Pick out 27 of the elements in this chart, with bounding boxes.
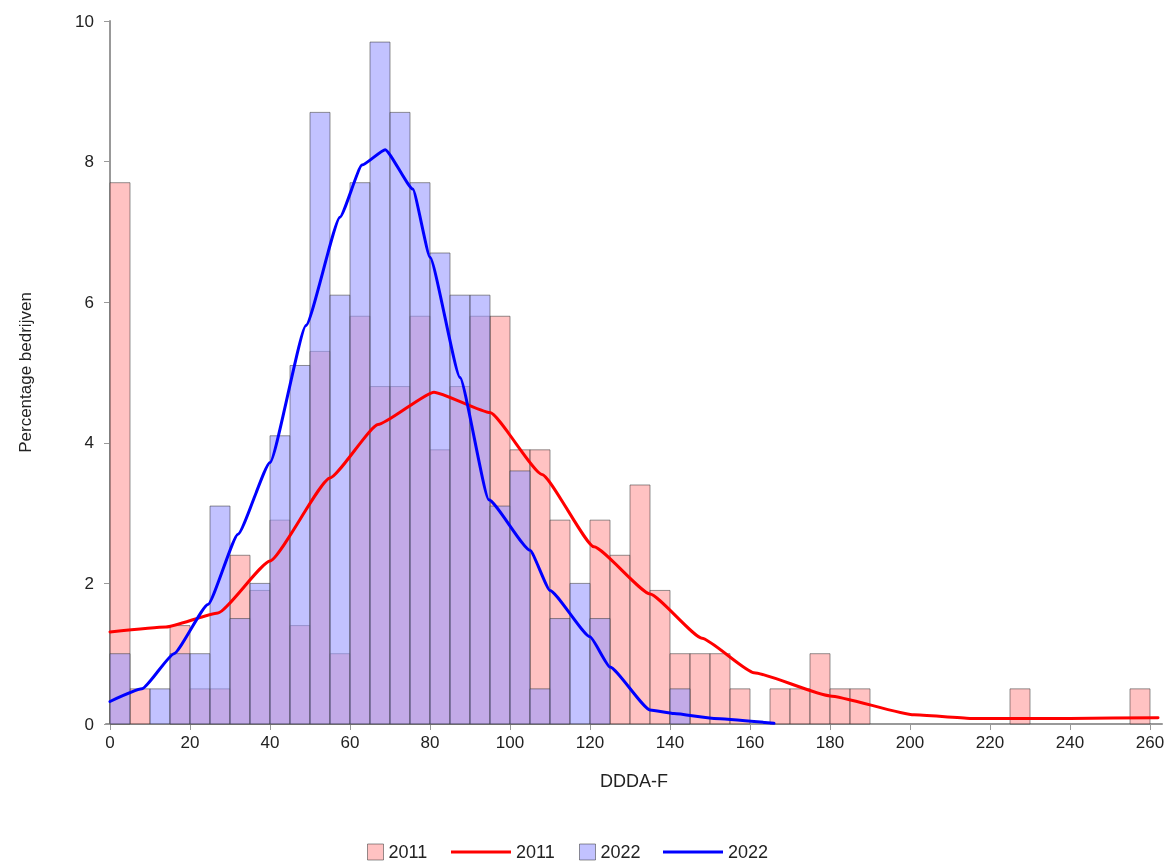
x-axis-title: DDDA-F — [600, 771, 668, 791]
x-tick-label: 260 — [1135, 733, 1165, 752]
legend-label: 2011 — [516, 842, 555, 862]
legend-label: 2022 — [728, 842, 769, 862]
y-tick-label: 8 — [84, 152, 94, 172]
x-tick-label: 180 — [815, 733, 845, 752]
y-tick-label: 10 — [75, 11, 94, 31]
x-tick-label: 20 — [180, 733, 200, 752]
x-tick-label: 60 — [340, 733, 360, 752]
legend-label: 2011 — [388, 842, 428, 862]
x-tick-label: 100 — [495, 733, 525, 752]
x-tick-label: 140 — [655, 733, 685, 752]
x-tick-label: 40 — [260, 733, 280, 752]
x-tick-label: 80 — [420, 733, 440, 752]
legend-label: 2022 — [600, 842, 641, 862]
x-tick-label: 0 — [105, 733, 115, 752]
y-tick-label: 6 — [84, 292, 94, 312]
y-tick-label: 2 — [84, 573, 94, 593]
y-tick-label: 0 — [84, 714, 94, 734]
x-tick-label: 200 — [895, 733, 925, 752]
x-tick-label: 240 — [1055, 733, 1085, 752]
x-tick-label: 220 — [975, 733, 1005, 752]
x-tick-label: 160 — [735, 733, 765, 752]
y-axis-title: Percentage bedrijven — [16, 292, 35, 453]
line-series — [108, 390, 1160, 720]
y-tick-label: 4 — [84, 433, 94, 453]
x-tick-label: 120 — [575, 733, 605, 752]
